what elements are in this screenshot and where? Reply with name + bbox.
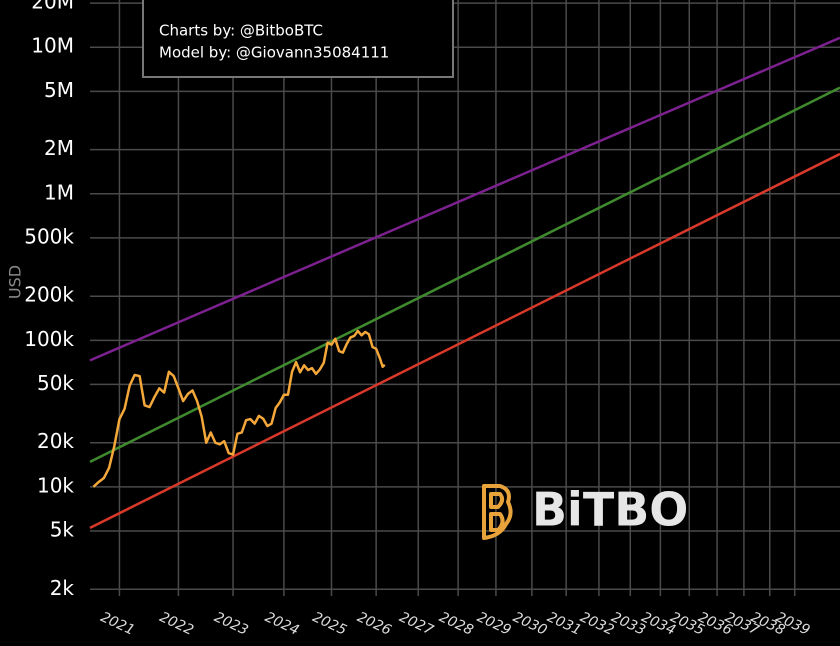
- series-line: [92, 329, 386, 488]
- y-tick-label: 500k: [24, 224, 74, 248]
- watermark-text: BiTBO: [532, 483, 688, 537]
- y-tick-label: 10M: [31, 34, 74, 58]
- y-tick-label: 20k: [37, 429, 74, 453]
- y-tick-label: 20M: [31, 0, 74, 14]
- annotation: Model by: @Giovann35084111: [159, 44, 389, 62]
- logo-icon: [482, 484, 513, 540]
- series-line: [89, 86, 840, 464]
- y-tick-label: 2M: [44, 136, 74, 160]
- watermark: BiTBO: [482, 483, 688, 540]
- annotation: Charts by: @BitboBTC: [159, 22, 323, 40]
- series-line: [89, 152, 840, 529]
- annotation-box: Charts by: @BitboBTC Model by: @Giovann3…: [142, 0, 454, 78]
- y-tick-label: 5M: [44, 78, 74, 102]
- y-tick-label: 1M: [44, 180, 74, 204]
- y-tick-label: 2k: [50, 576, 75, 600]
- y-axis-title: USD: [6, 265, 25, 299]
- y-tick-label: 50k: [37, 371, 74, 395]
- y-tick-label: 5k: [50, 517, 75, 541]
- annotation-frame: [142, 0, 454, 78]
- series-line: [89, 36, 840, 362]
- y-tick-label: 100k: [24, 327, 74, 351]
- y-tick-label: 200k: [24, 283, 74, 307]
- y-tick-label: 10k: [37, 473, 74, 497]
- series-layer: [89, 36, 840, 529]
